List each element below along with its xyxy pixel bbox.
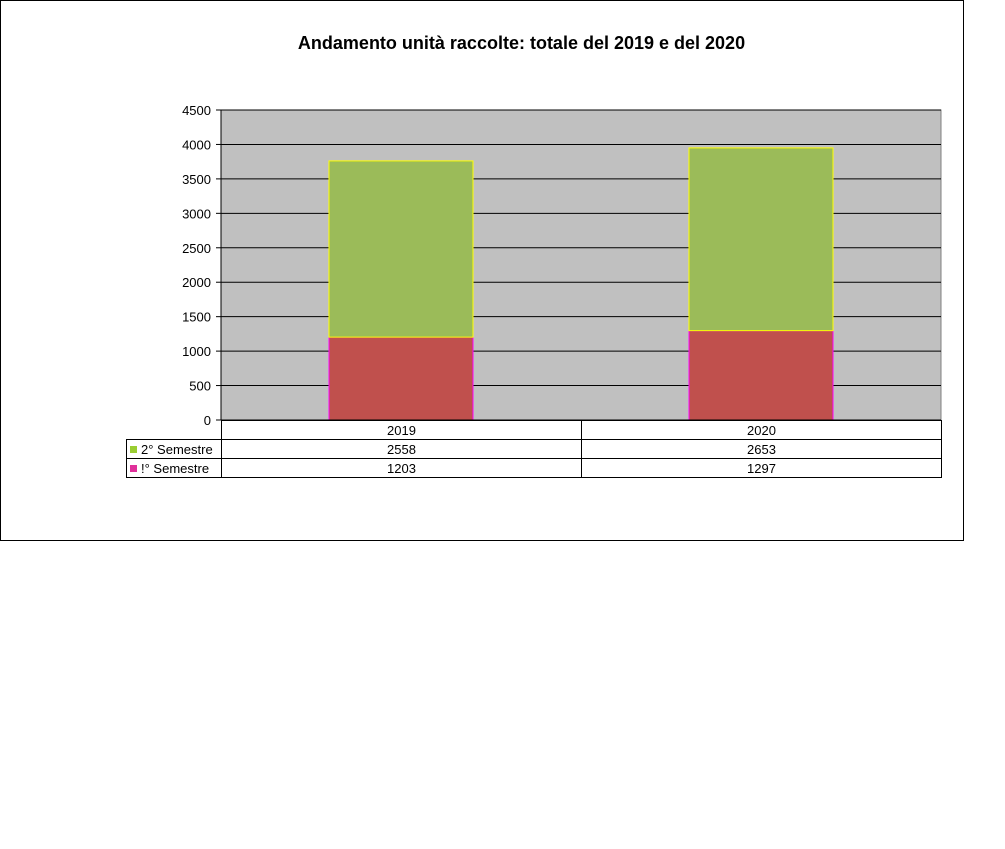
table-corner	[127, 421, 222, 440]
bar-2020-series-0	[688, 330, 834, 421]
table-cell: 1203	[221, 458, 582, 478]
bar-2020-series-1	[688, 147, 834, 332]
table-cell: 1297	[581, 458, 942, 478]
legend-key-1-semestre	[130, 464, 137, 472]
legend-label: 2° Semestre	[141, 441, 213, 457]
bar-2019-series-0	[328, 336, 474, 421]
y-tick-label: 3000	[182, 206, 211, 221]
legend-label: !° Semestre	[141, 460, 210, 476]
bar-2019-series-1	[328, 160, 474, 338]
y-tick-label: 4500	[182, 103, 211, 118]
category-header-1: 2020	[581, 420, 942, 440]
legend-entry-2-semestre: 2° Semestre	[126, 439, 222, 459]
y-tick-label: 500	[189, 379, 211, 394]
y-tick-label: 2500	[182, 241, 211, 256]
chart-title: Andamento unità raccolte: totale del 201…	[297, 33, 746, 53]
legend-key-2-semestre	[130, 445, 137, 453]
y-tick-label: 2000	[182, 275, 211, 290]
table-cell: 2558	[221, 439, 582, 459]
y-tick-label: 1000	[182, 344, 211, 359]
data-table: 2019 2020 2° Semestre 2558 2653 !° Semes…	[126, 420, 942, 478]
category-header-0: 2019	[221, 420, 582, 440]
legend-entry-1-semestre: !° Semestre	[126, 458, 222, 478]
y-tick-label: 0	[204, 413, 211, 428]
table-row-series-1: !° Semestre 1203 1297	[126, 458, 942, 478]
table-row-series-2: 2° Semestre 2558 2653	[126, 439, 942, 459]
y-tick-label: 1500	[182, 310, 211, 325]
y-tick-label: 4000	[182, 137, 211, 152]
y-tick-label: 3500	[182, 172, 211, 187]
table-header-row: 2019 2020	[127, 420, 942, 440]
table-cell: 2653	[581, 439, 942, 459]
